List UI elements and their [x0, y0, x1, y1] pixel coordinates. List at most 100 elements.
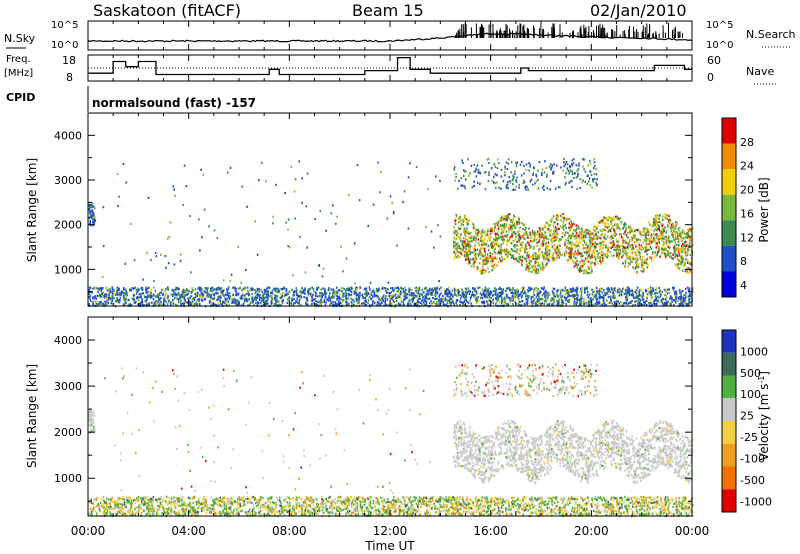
range-gate-cell	[543, 303, 546, 306]
range-gate-cell	[686, 261, 689, 264]
range-gate-cell	[348, 293, 351, 296]
range-gate-cell	[681, 290, 683, 293]
range-gate-cell	[658, 286, 660, 290]
range-gate-cell	[158, 303, 160, 306]
range-gate-cell	[638, 243, 640, 246]
range-gate-cell	[594, 257, 597, 260]
range-gate-cell	[161, 288, 163, 291]
range-gate-cell	[189, 301, 192, 304]
range-gate-cell	[585, 302, 588, 305]
range-gate-cell	[378, 296, 380, 299]
range-gate-cell	[581, 232, 584, 235]
range-gate-cell	[681, 301, 683, 304]
range-gate-cell	[575, 229, 577, 232]
range-gate-cell	[545, 257, 548, 260]
range-gate-cell	[617, 249, 620, 252]
range-gate-cell	[482, 269, 484, 272]
range-gate-cell	[251, 296, 254, 299]
range-gate-cell	[330, 301, 333, 305]
range-gate-cell	[532, 302, 535, 305]
range-gate-cell	[464, 216, 467, 219]
range-gate-cell	[139, 302, 141, 305]
range-gate-cell	[638, 303, 641, 306]
range-gate-cell	[198, 294, 201, 297]
range-gate-cell	[476, 248, 479, 251]
range-gate-cell	[538, 302, 540, 305]
range-gate-cell	[247, 298, 250, 301]
range-gate-cell	[583, 251, 586, 254]
range-gate-cell	[612, 244, 615, 247]
range-gate-cell	[626, 247, 628, 250]
range-gate-cell	[546, 228, 548, 231]
range-gate-cell	[521, 259, 524, 263]
range-gate-cell	[305, 298, 307, 301]
range-gate-cell	[467, 231, 470, 234]
range-gate-cell	[470, 265, 473, 268]
range-gate-cell	[578, 246, 581, 249]
range-gate-cell	[498, 244, 500, 248]
range-gate-cell	[586, 256, 589, 259]
range-gate-cell	[679, 248, 682, 251]
range-gate-cell	[678, 296, 681, 299]
range-gate-cell	[642, 234, 645, 237]
range-gate-cell	[600, 229, 603, 233]
range-gate-cell	[530, 270, 532, 273]
range-gate-cell	[615, 300, 618, 303]
range-gate-cell	[389, 294, 391, 297]
range-gate-cell	[424, 295, 426, 298]
range-gate-cell	[630, 245, 633, 249]
range-gate-cell	[163, 299, 166, 302]
range-gate-cell	[468, 232, 470, 236]
range-gate-cell	[191, 300, 194, 303]
range-gate-cell	[504, 252, 506, 255]
range-gate-cell	[617, 225, 619, 228]
range-gate-cell	[323, 292, 326, 295]
range-gate-cell	[645, 303, 648, 307]
range-gate-cell	[266, 291, 268, 294]
range-gate-cell	[457, 242, 459, 245]
range-gate-cell	[494, 292, 497, 295]
range-gate-cell	[627, 290, 629, 293]
range-gate-cell	[589, 246, 592, 249]
range-gate-cell	[146, 295, 148, 298]
range-gate-cell	[569, 250, 572, 253]
range-gate-cell	[690, 263, 692, 266]
range-gate-cell	[602, 228, 605, 231]
range-gate-cell	[427, 293, 429, 296]
range-gate-cell	[458, 251, 460, 254]
range-gate-cell	[347, 288, 349, 291]
range-gate-cell	[683, 231, 686, 234]
range-gate-cell	[533, 299, 535, 302]
range-gate-cell	[484, 270, 487, 273]
range-gate-cell	[416, 299, 419, 302]
range-gate-cell	[239, 286, 241, 289]
range-gate-cell	[567, 232, 570, 235]
range-gate-cell	[641, 234, 643, 237]
range-gate-cell	[358, 301, 360, 304]
range-gate-cell	[402, 288, 404, 291]
range-gate-cell	[500, 290, 503, 293]
range-gate-cell	[199, 303, 201, 306]
range-gate-cell	[269, 295, 271, 298]
range-gate-cell	[289, 301, 292, 305]
range-gate-cell	[491, 256, 494, 259]
range-gate-cell	[650, 228, 652, 231]
range-gate-cell	[684, 247, 687, 250]
range-gate-cell	[287, 298, 289, 301]
range-gate-cell	[88, 208, 90, 211]
noise-sky-label: N.Sky	[4, 32, 36, 45]
range-gate-cell	[421, 300, 423, 303]
range-gate-cell	[671, 301, 673, 304]
range-gate-cell	[644, 288, 647, 291]
range-gate-cell	[532, 247, 535, 250]
range-gate-cell	[485, 234, 487, 237]
range-gate-cell	[566, 217, 568, 220]
range-gate-cell	[539, 253, 541, 256]
range-gate-cell	[528, 254, 531, 257]
range-gate-cell	[590, 267, 593, 270]
range-gate-cell	[265, 293, 268, 296]
range-gate-cell	[648, 248, 650, 251]
range-gate-cell	[500, 260, 502, 263]
range-gate-cell	[566, 289, 568, 292]
range-gate-cell	[515, 294, 517, 297]
